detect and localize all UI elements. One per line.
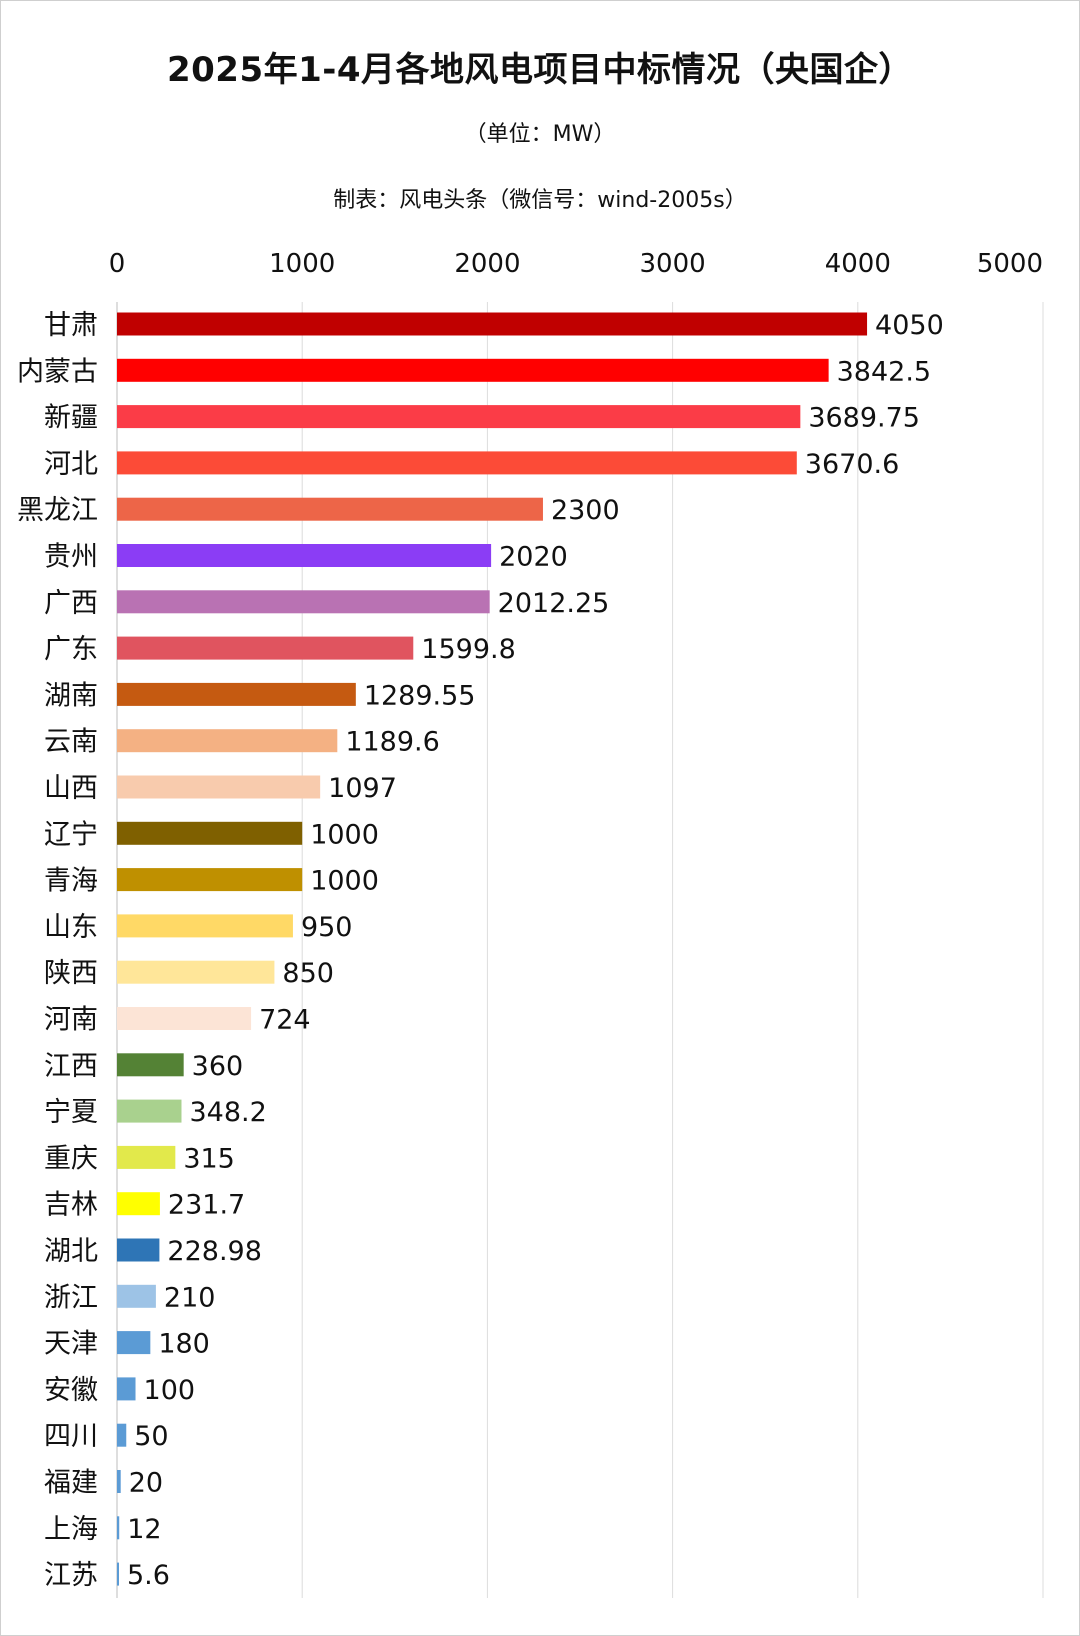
value-label: 228.98	[167, 1236, 261, 1267]
category-label: 广东	[44, 634, 98, 665]
value-label: 1000	[310, 866, 379, 897]
value-label: 3670.6	[805, 449, 899, 480]
bar-黑龙江	[117, 497, 543, 521]
chart-subtitle: （单位：MW）	[464, 122, 616, 147]
value-label: 2012.25	[498, 588, 610, 619]
category-label: 贵州	[44, 542, 98, 573]
category-label: 四川	[44, 1421, 98, 1452]
chart-credit: 制表：风电头条（微信号：wind-2005s）	[333, 188, 747, 213]
bar-宁夏	[117, 1099, 182, 1123]
category-label: 新疆	[44, 403, 98, 434]
bar-江苏	[117, 1562, 119, 1586]
category-label: 安徽	[44, 1375, 98, 1406]
value-label: 5.6	[127, 1560, 170, 1591]
bar-上海	[117, 1516, 120, 1540]
category-label: 山西	[44, 773, 98, 804]
bar-广西	[117, 590, 490, 614]
chart-title: 2025年1-4月各地风电项目中标情况（央国企）	[166, 50, 914, 90]
category-label: 江西	[44, 1051, 98, 1082]
bar-贵州	[117, 544, 492, 567]
value-label: 1289.55	[364, 680, 476, 711]
value-label: 12	[127, 1514, 161, 1545]
bar-天津	[117, 1331, 151, 1355]
category-label: 江苏	[44, 1560, 98, 1591]
value-label: 3842.5	[837, 356, 931, 387]
bar-河北	[117, 451, 797, 475]
bar-四川	[117, 1423, 127, 1447]
category-label: 湖北	[44, 1236, 98, 1267]
bar-陕西	[117, 960, 275, 984]
category-label: 内蒙古	[17, 356, 98, 387]
value-label: 2020	[499, 542, 568, 573]
value-label: 724	[259, 1005, 311, 1036]
category-label: 重庆	[44, 1143, 98, 1174]
category-label: 云南	[44, 727, 98, 758]
bar-湖北	[117, 1238, 160, 1262]
x-axis-ticks: 0 1000 2000 3000 4000 5000	[109, 249, 1043, 279]
value-label: 100	[144, 1375, 196, 1406]
bar-山西	[117, 775, 321, 799]
bar-浙江	[117, 1284, 156, 1308]
value-label: 3689.75	[808, 403, 920, 434]
value-label: 210	[164, 1282, 216, 1313]
value-label: 1097	[328, 773, 397, 804]
x-tick-label: 1000	[269, 249, 335, 279]
value-label: 1000	[310, 819, 379, 850]
value-label: 850	[282, 958, 334, 989]
category-label: 辽宁	[44, 819, 98, 850]
value-label: 2300	[551, 495, 620, 526]
category-label: 天津	[44, 1329, 98, 1360]
value-label: 348.2	[189, 1097, 266, 1128]
bar-吉林	[117, 1192, 160, 1216]
value-label: 360	[192, 1051, 244, 1082]
category-label: 上海	[44, 1514, 98, 1545]
x-tick-label: 5000	[977, 249, 1043, 279]
category-label: 广西	[44, 588, 98, 619]
bars	[117, 312, 868, 1586]
x-tick-label: 0	[109, 249, 126, 279]
bar-云南	[117, 729, 338, 753]
category-label: 甘肃	[44, 310, 98, 341]
value-label: 1599.8	[421, 634, 515, 665]
bar-湖南	[117, 682, 356, 706]
bar-新疆	[117, 405, 801, 429]
value-label: 50	[134, 1421, 168, 1452]
category-label: 福建	[44, 1468, 98, 1499]
value-label: 950	[301, 912, 353, 943]
category-label: 黑龙江	[17, 495, 98, 526]
x-tick-label: 4000	[825, 249, 891, 279]
category-label: 陕西	[44, 958, 98, 989]
bar-辽宁	[117, 821, 303, 845]
bar-内蒙古	[117, 358, 829, 382]
value-label: 231.7	[168, 1190, 245, 1221]
bar-江西	[117, 1053, 184, 1077]
value-labels: 4050 3842.5 3689.75 3670.6 2300 2020 2012.25 15…	[127, 310, 944, 1591]
bar-广东	[117, 636, 414, 660]
category-labels: 甘肃内蒙古新疆河北黑龙江贵州广西广东湖南云南山西辽宁青海山东陕西河南江西宁夏重庆…	[17, 310, 98, 1591]
bar-重庆	[117, 1145, 176, 1169]
category-label: 浙江	[44, 1282, 98, 1313]
bar-山东	[117, 914, 293, 938]
bar-安徽	[117, 1377, 136, 1401]
bar-福建	[117, 1470, 121, 1493]
bar-甘肃	[117, 312, 868, 336]
category-label: 湖南	[44, 680, 98, 711]
category-label: 吉林	[44, 1190, 98, 1221]
value-label: 1189.6	[345, 727, 439, 758]
category-label: 山东	[44, 912, 98, 943]
category-label: 青海	[44, 866, 98, 897]
bar-河南	[117, 1007, 252, 1030]
value-label: 180	[158, 1329, 210, 1360]
category-label: 河南	[44, 1005, 98, 1036]
x-tick-label: 2000	[454, 249, 520, 279]
value-label: 20	[129, 1468, 163, 1499]
value-label: 315	[183, 1143, 235, 1174]
value-label: 4050	[875, 310, 944, 341]
category-label: 河北	[44, 449, 98, 480]
bar-青海	[117, 868, 303, 892]
category-label: 宁夏	[44, 1097, 98, 1128]
x-tick-label: 3000	[640, 249, 706, 279]
